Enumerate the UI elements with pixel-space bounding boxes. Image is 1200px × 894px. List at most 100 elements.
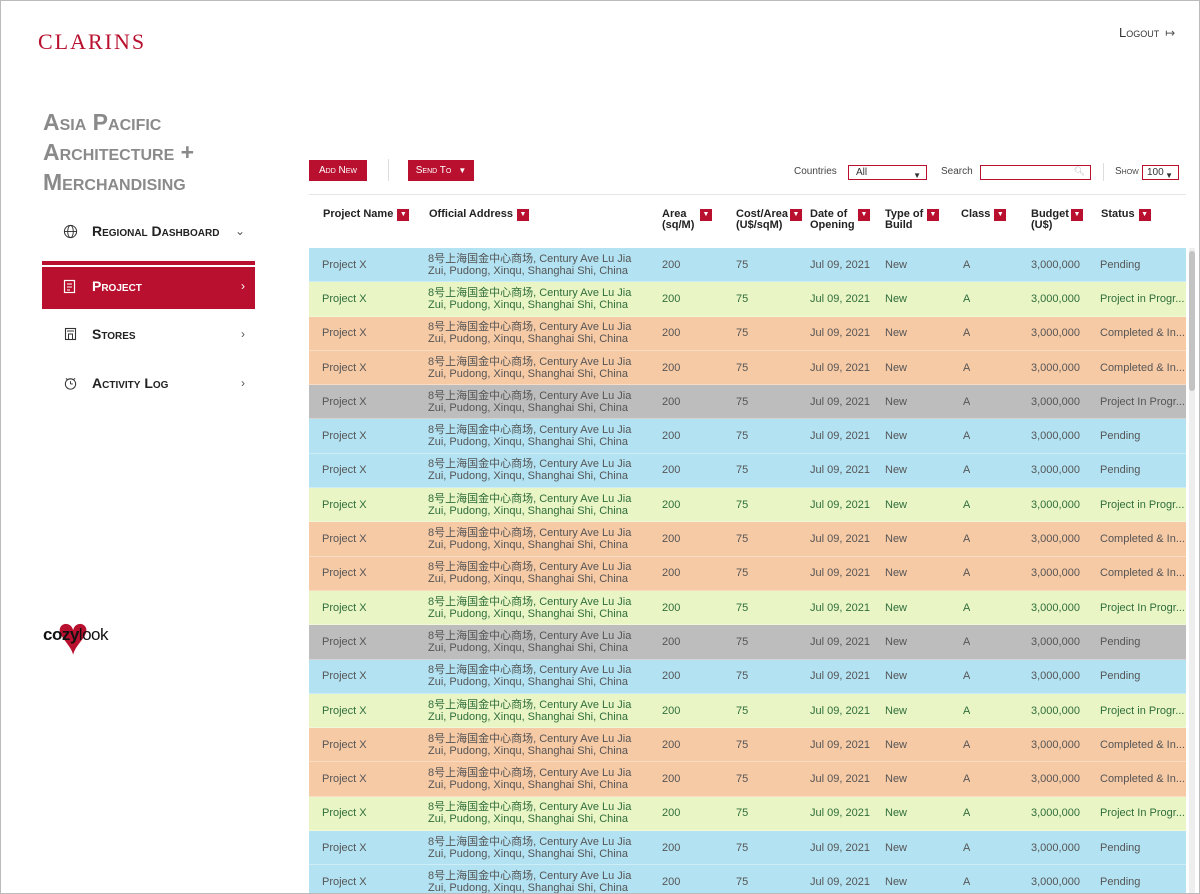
cell-cost-area: 75	[736, 292, 749, 305]
cell-budget: 3,000,000	[1031, 464, 1080, 477]
cell-status: Project in Progr...	[1100, 498, 1184, 511]
cell-address: 8号上海国金中心商场, Century Ave Lu Jia Zui, Pudo…	[428, 629, 632, 654]
cell-budget: 3,000,000	[1031, 738, 1080, 751]
table-row[interactable]: Project X 8号上海国金中心商场, Century Ave Lu Jia …	[309, 385, 1186, 420]
cell-cost-area: 75	[736, 430, 749, 443]
table-row[interactable]: Project X 8号上海国金中心商场, Century Ave Lu Jia …	[309, 419, 1186, 454]
cell-date-opening: Jul 09, 2021	[810, 601, 870, 614]
sidebar-item-stores[interactable]: Stores ›	[42, 314, 255, 354]
cell-status: Pending	[1100, 841, 1141, 854]
table-row[interactable]: Project X 8号上海国金中心商场, Century Ave Lu Jia …	[309, 590, 1186, 626]
table-row[interactable]: Project X 8号上海国金中心商场, Century Ave Lu Jia …	[309, 693, 1186, 729]
table-row[interactable]: Project X 8号上海国金中心商场, Century Ave Lu Jia …	[309, 762, 1186, 797]
sort-icon[interactable]: ▼	[858, 209, 870, 221]
table-row[interactable]: Project X 8号上海国金中心商场, Century Ave Lu Jia …	[309, 453, 1186, 489]
table-row[interactable]: Project X 8号上海国金中心商场, Century Ave Lu Jia …	[309, 659, 1186, 694]
cell-project-name: Project X	[322, 430, 367, 443]
cell-class: A	[963, 361, 971, 374]
cell-project-name: Project X	[322, 464, 367, 477]
cell-area: 200	[662, 704, 681, 717]
table-row[interactable]: Project X 8号上海国金中心商场, Century Ave Lu Jia …	[309, 831, 1186, 866]
cell-class: A	[963, 430, 971, 443]
cell-date-opening: Jul 09, 2021	[810, 361, 870, 374]
scrollbar-track[interactable]	[1189, 248, 1195, 893]
sort-icon[interactable]: ▼	[1138, 209, 1151, 221]
table-row[interactable]: Project X 8号上海国金中心商场, Century Ave Lu Jia …	[309, 350, 1186, 386]
cell-project-name: Project X	[322, 361, 367, 374]
column-header-cost-area[interactable]: Cost/Area (U$/sqM) ▼	[736, 209, 804, 231]
cell-type-build: New	[885, 875, 908, 888]
search-label: Search	[941, 166, 973, 177]
cell-area: 200	[662, 670, 681, 683]
cell-type-build: New	[885, 601, 908, 614]
cell-status: Completed & In...	[1100, 533, 1184, 546]
cell-status: Pending	[1100, 430, 1141, 443]
column-header-budget[interactable]: Budget (U$) ▼	[1031, 209, 1085, 231]
cell-cost-area: 75	[736, 533, 749, 546]
sidebar-item-activity-log[interactable]: Activity Log ›	[42, 363, 255, 403]
sort-icon[interactable]: ▼	[516, 209, 529, 221]
cell-date-opening: Jul 09, 2021	[810, 841, 870, 854]
table-row[interactable]: Project X 8号上海国金中心商场, Century Ave Lu Jia …	[309, 282, 1186, 317]
sort-icon[interactable]: ▼	[700, 209, 712, 221]
sort-icon[interactable]: ▼	[994, 209, 1007, 221]
table-row[interactable]: Project X 8号上海国金中心商场, Century Ave Lu Jia …	[309, 865, 1186, 893]
cell-area: 200	[662, 395, 681, 408]
column-header-project-name[interactable]: Project Name ▼	[323, 209, 410, 221]
sort-icon[interactable]: ▼	[790, 209, 802, 221]
logout-button[interactable]: Logout ↦	[1119, 25, 1175, 40]
table-row[interactable]: Project X 8号上海国金中心商场, Century Ave Lu Jia …	[309, 522, 1186, 557]
table-row[interactable]: Project X 8号上海国金中心商场, Century Ave Lu Jia …	[309, 625, 1186, 660]
column-header-date-opening[interactable]: Date of Opening ▼	[810, 209, 872, 231]
cell-budget: 3,000,000	[1031, 704, 1080, 717]
cell-type-build: New	[885, 635, 908, 648]
cell-class: A	[963, 773, 971, 786]
send-to-button[interactable]: Send To ▼	[408, 160, 474, 181]
sort-icon[interactable]: ▼	[397, 209, 410, 221]
column-header-class[interactable]: Class ▼	[961, 209, 1007, 221]
table-row[interactable]: Project X 8号上海国金中心商场, Century Ave Lu Jia …	[309, 796, 1186, 832]
cell-status: Project In Progr...	[1100, 601, 1184, 614]
logout-icon: ↦	[1165, 25, 1176, 40]
cell-cost-area: 75	[736, 464, 749, 477]
scrollbar-thumb[interactable]	[1189, 251, 1195, 391]
cell-date-opening: Jul 09, 2021	[810, 875, 870, 888]
column-header-type-build[interactable]: Type of Build ▼	[885, 209, 941, 231]
sidebar-item-project[interactable]: Project ›	[42, 265, 255, 305]
sort-icon[interactable]: ▼	[927, 209, 939, 221]
cell-class: A	[963, 807, 971, 820]
cell-budget: 3,000,000	[1031, 430, 1080, 443]
cell-project-name: Project X	[322, 533, 367, 546]
cell-area: 200	[662, 738, 681, 751]
search-input[interactable]: 🔍︎	[980, 165, 1091, 180]
cell-area: 200	[662, 567, 681, 580]
add-new-button[interactable]: Add New	[309, 160, 367, 181]
cell-status: Pending	[1100, 635, 1141, 648]
cell-type-build: New	[885, 258, 908, 271]
column-header-address[interactable]: Official Address ▼	[429, 209, 529, 221]
cell-type-build: New	[885, 567, 908, 580]
heart-icon: ♥	[57, 606, 90, 666]
cell-type-build: New	[885, 738, 908, 751]
cell-address: 8号上海国金中心商场, Century Ave Lu Jia Zui, Pudo…	[428, 664, 632, 689]
table-row[interactable]: Project X 8号上海国金中心商场, Century Ave Lu Jia …	[309, 248, 1186, 283]
table-row[interactable]: Project X 8号上海国金中心商场, Century Ave Lu Jia …	[309, 316, 1186, 351]
cell-date-opening: Jul 09, 2021	[810, 704, 870, 717]
logout-label: Logout	[1119, 25, 1160, 40]
cell-date-opening: Jul 09, 2021	[810, 327, 870, 340]
cell-date-opening: Jul 09, 2021	[810, 395, 870, 408]
sidebar-item-regional-dashboard[interactable]: Regional Dashboard ⌄	[42, 211, 255, 251]
table-row[interactable]: Project X 8号上海国金中心商场, Century Ave Lu Jia …	[309, 728, 1186, 763]
cozylook-logo: ♥ cozylook	[43, 606, 133, 666]
sort-icon[interactable]: ▼	[1071, 209, 1083, 221]
cell-budget: 3,000,000	[1031, 601, 1080, 614]
column-header-status[interactable]: Status ▼	[1101, 209, 1151, 221]
column-header-area[interactable]: Area (sq/M) ▼	[662, 209, 712, 231]
sidebar-item-label: Stores	[92, 326, 136, 342]
countries-select[interactable]: All ▼	[848, 165, 927, 180]
table-row[interactable]: Project X 8号上海国金中心商场, Century Ave Lu Jia …	[309, 556, 1186, 591]
table-row[interactable]: Project X 8号上海国金中心商场, Century Ave Lu Jia …	[309, 488, 1186, 523]
show-count-select[interactable]: 100 ▼	[1142, 165, 1179, 180]
cell-cost-area: 75	[736, 258, 749, 271]
cell-date-opening: Jul 09, 2021	[810, 567, 870, 580]
